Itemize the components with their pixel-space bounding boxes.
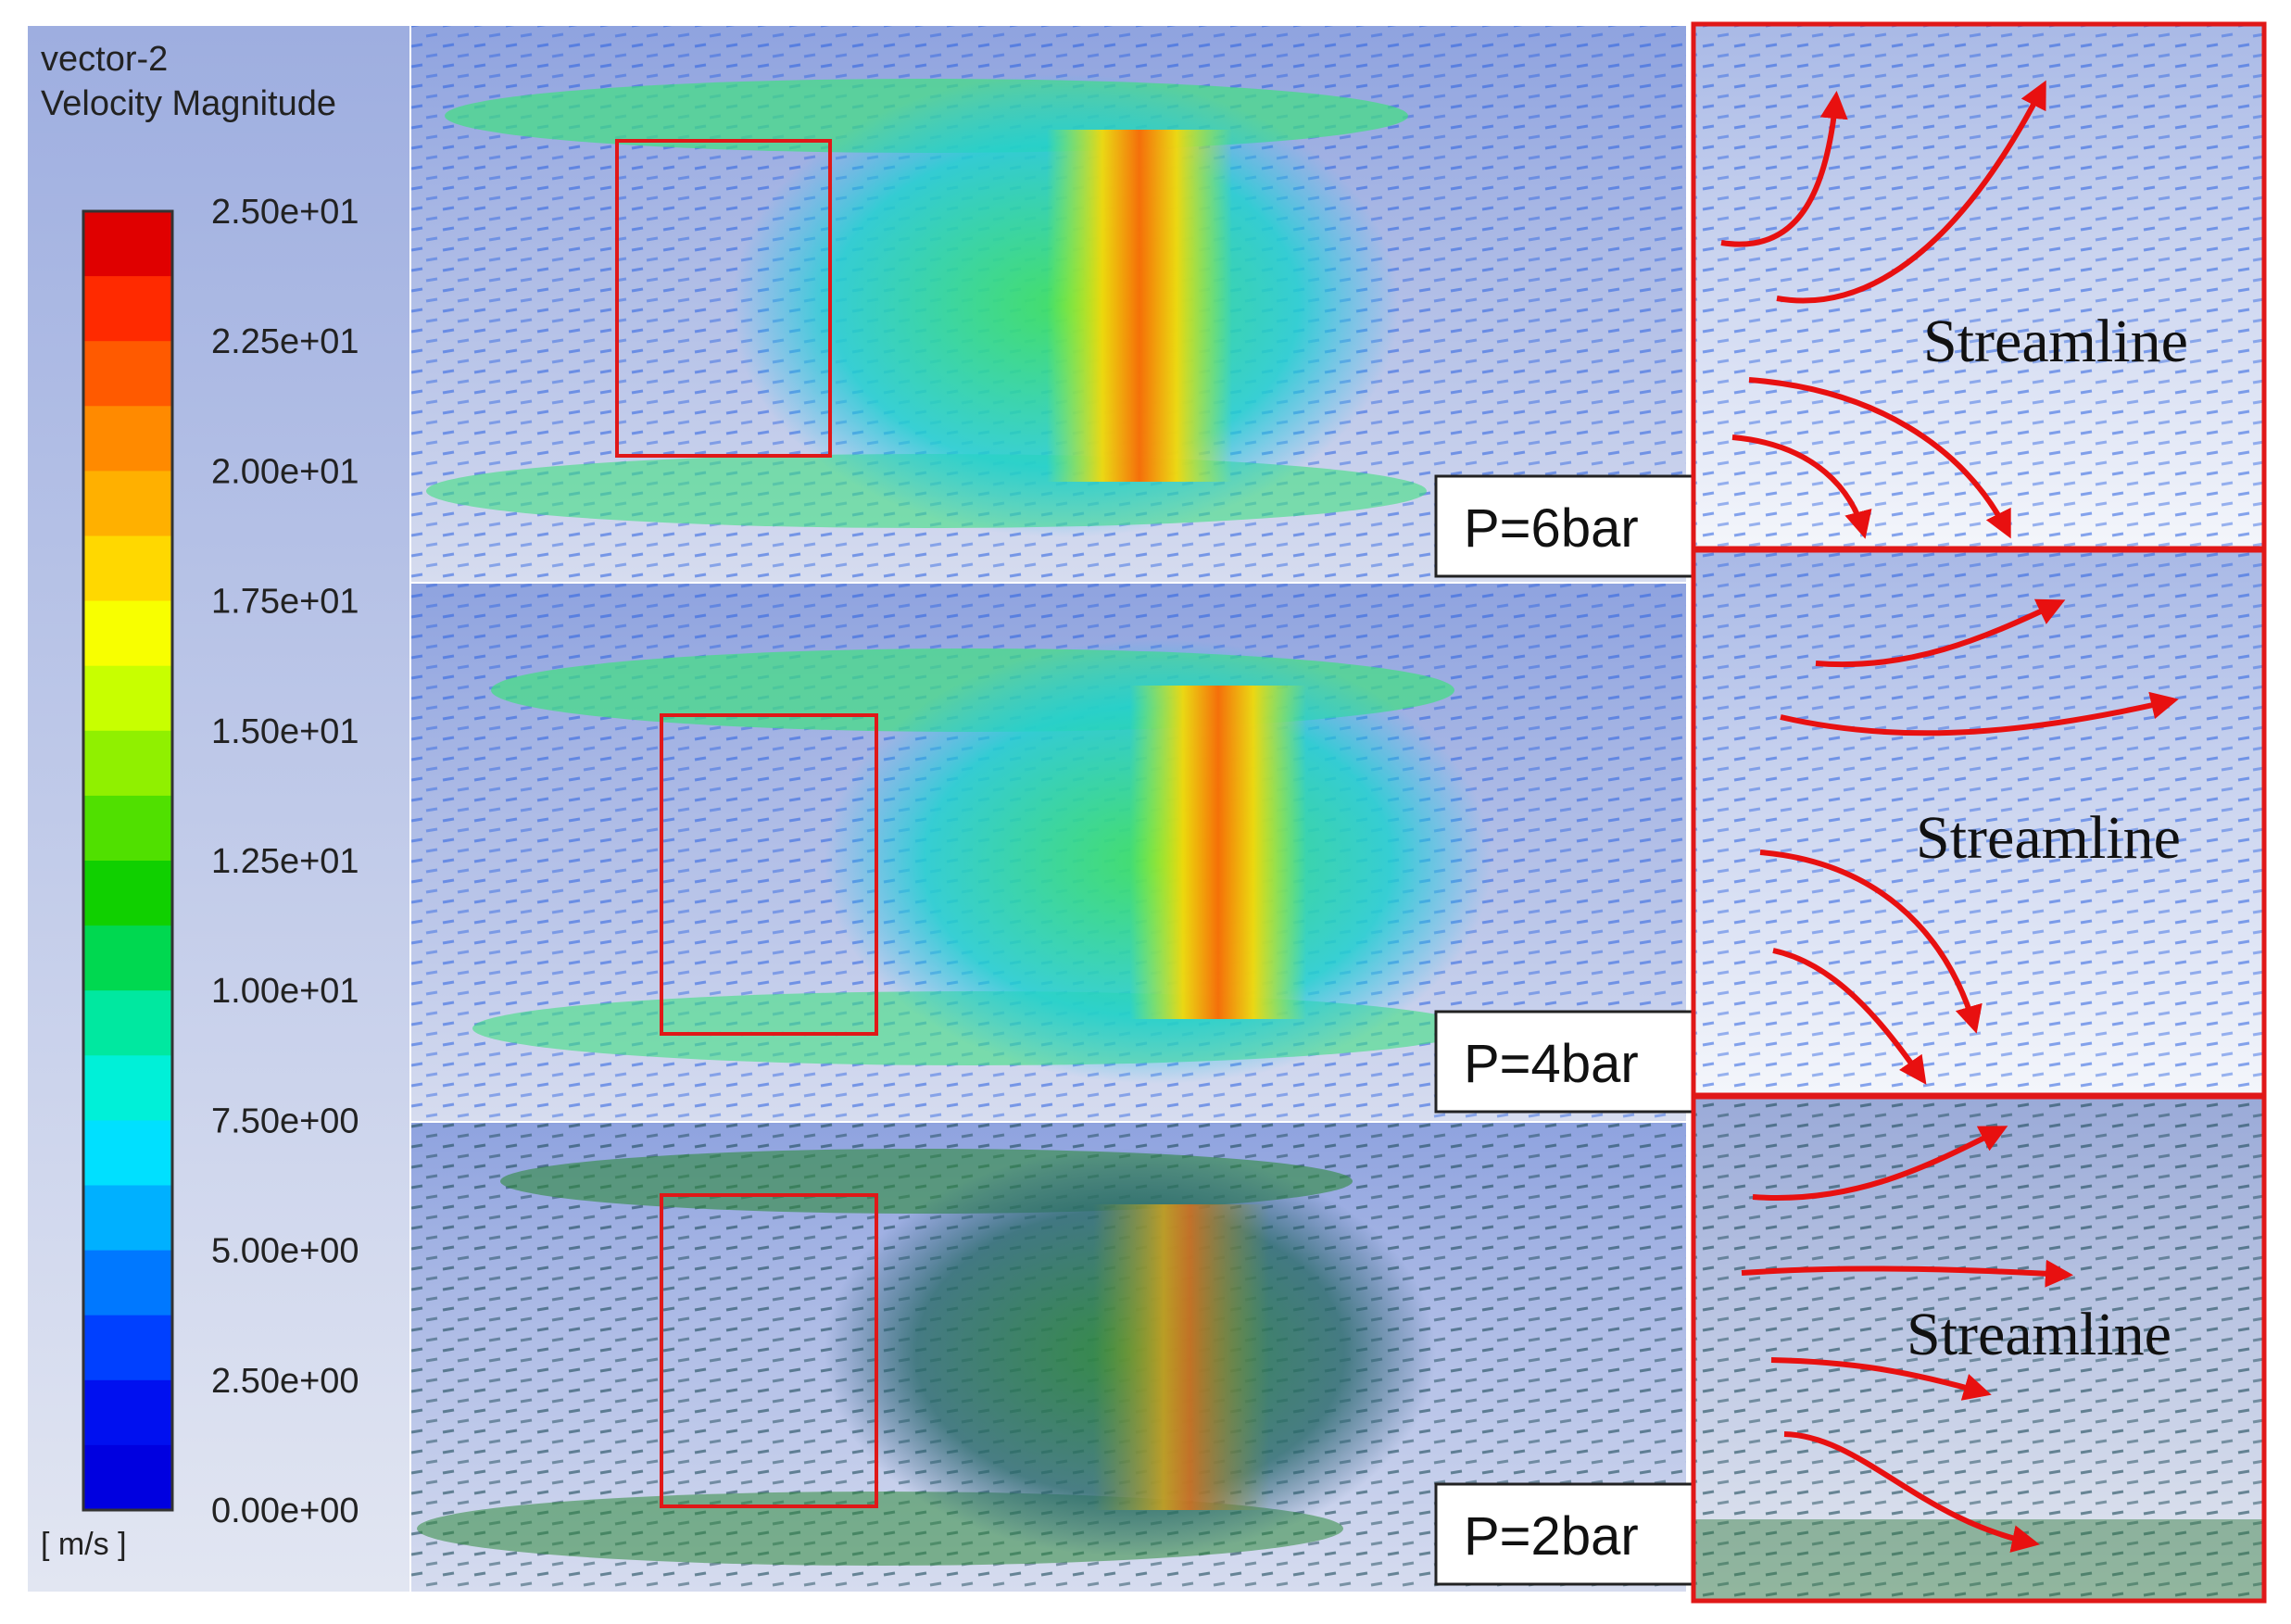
legend-tick-label: 1.50e+01: [211, 712, 359, 751]
pressure-label: P=6bar: [1464, 498, 1639, 559]
inset-vector-texture: [1693, 24, 2264, 548]
legend-tick-label: 7.50e+00: [211, 1102, 359, 1140]
legend-units: [ m/s ]: [41, 1527, 127, 1562]
legend-tick-label: 2.25e+01: [211, 322, 359, 361]
colorbar-band: [83, 665, 172, 732]
streamline-arrow: [1815, 598, 2066, 668]
legend-tick-labels: 2.50e+01 2.25e+01 2.00e+01 1.75e+01 1.50e+01…: [211, 193, 359, 1530]
streamline-arrow: [1776, 80, 2046, 304]
zoom-inset-p6bar: Streamline: [1691, 21, 2267, 551]
colorbar-band: [83, 535, 172, 602]
legend-tick-label: 2.50e+00: [211, 1362, 359, 1401]
streamline-arrow: [1748, 377, 2011, 539]
colorbar-band: [83, 925, 172, 991]
panel-p2bar: P=2bar: [411, 1123, 1695, 1592]
legend-title-line1: vector-2: [41, 40, 168, 79]
streamline-arrow: [1752, 1126, 2008, 1201]
inset-border: [1691, 1094, 2267, 1604]
streamline-label: Streamline: [1923, 308, 2188, 375]
legend-title-line2: Velocity Magnitude: [41, 84, 336, 123]
colorbar-band: [83, 1185, 172, 1252]
streamline-arrow: [1783, 1431, 2040, 1553]
streamline-arrow: [1780, 691, 2179, 736]
pressure-label-box: [1434, 1482, 1695, 1586]
legend-tick-label: 2.00e+01: [211, 452, 359, 491]
legend-tick-label: 1.00e+01: [211, 972, 359, 1011]
legend-tick-label: 1.25e+01: [211, 842, 359, 881]
colorbar-band: [83, 471, 172, 537]
streamline-arrow: [1770, 1357, 1992, 1401]
colorbar-band: [83, 211, 172, 277]
legend-tick-label: 1.75e+01: [211, 583, 359, 622]
region-of-interest-box: [660, 713, 878, 1036]
legend-colorbar: [83, 211, 172, 1511]
colorbar-band: [83, 1120, 172, 1187]
colorbar-band: [83, 861, 172, 926]
colorbar-band: [83, 341, 172, 407]
region-of-interest-box: [660, 1193, 878, 1508]
legend-tick-label: 0.00e+00: [211, 1492, 359, 1530]
colorbar-band: [83, 600, 172, 667]
jet-core: [1093, 1204, 1269, 1510]
jet-core: [1047, 130, 1232, 482]
legend-tick-label: 2.50e+01: [211, 193, 359, 232]
inset-green-flow: [1693, 1519, 2264, 1601]
pressure-label: P=4bar: [1464, 1034, 1639, 1094]
pressure-label-box: [1434, 474, 1695, 578]
pressure-label-box: [1434, 1010, 1695, 1114]
colorbar-band: [83, 1379, 172, 1446]
colorbar-band: [83, 1315, 172, 1381]
color-legend: vector-2 Velocity Magnitude 2.50e+01 2.25…: [28, 26, 409, 1592]
colorbar-band: [83, 406, 172, 472]
pressure-label: P=2bar: [1464, 1506, 1639, 1567]
zoom-inset-p4bar: Streamline: [1691, 548, 2267, 1098]
legend-colorbar-border: [82, 209, 174, 1512]
colorbar-band: [83, 1055, 172, 1121]
streamline-arrow: [1772, 948, 1927, 1085]
zoom-inset-p2bar: Streamline: [1691, 1094, 2267, 1604]
panel-p6bar: P=6bar: [411, 26, 1695, 582]
streamline-label: Streamline: [1907, 1301, 2171, 1368]
colorbar-band: [83, 730, 172, 797]
colorbar-band: [83, 1250, 172, 1316]
streamline-arrow: [1741, 1259, 2073, 1288]
legend-tick-label: 5.00e+00: [211, 1232, 359, 1271]
region-of-interest-box: [615, 139, 832, 458]
streamline-arrow: [1720, 91, 1848, 247]
jet-core: [1130, 686, 1306, 1019]
colorbar-band: [83, 795, 172, 862]
colorbar-band: [83, 1444, 172, 1511]
streamline-arrow: [1759, 850, 1983, 1034]
panel-p4bar: P=4bar: [411, 584, 1695, 1121]
streamline-arrow: [1731, 434, 1872, 539]
colorbar-band: [83, 276, 172, 342]
streamline-label: Streamline: [1916, 804, 2181, 872]
colorbar-band: [83, 990, 172, 1056]
inset-vector-texture: [1693, 1097, 2264, 1601]
